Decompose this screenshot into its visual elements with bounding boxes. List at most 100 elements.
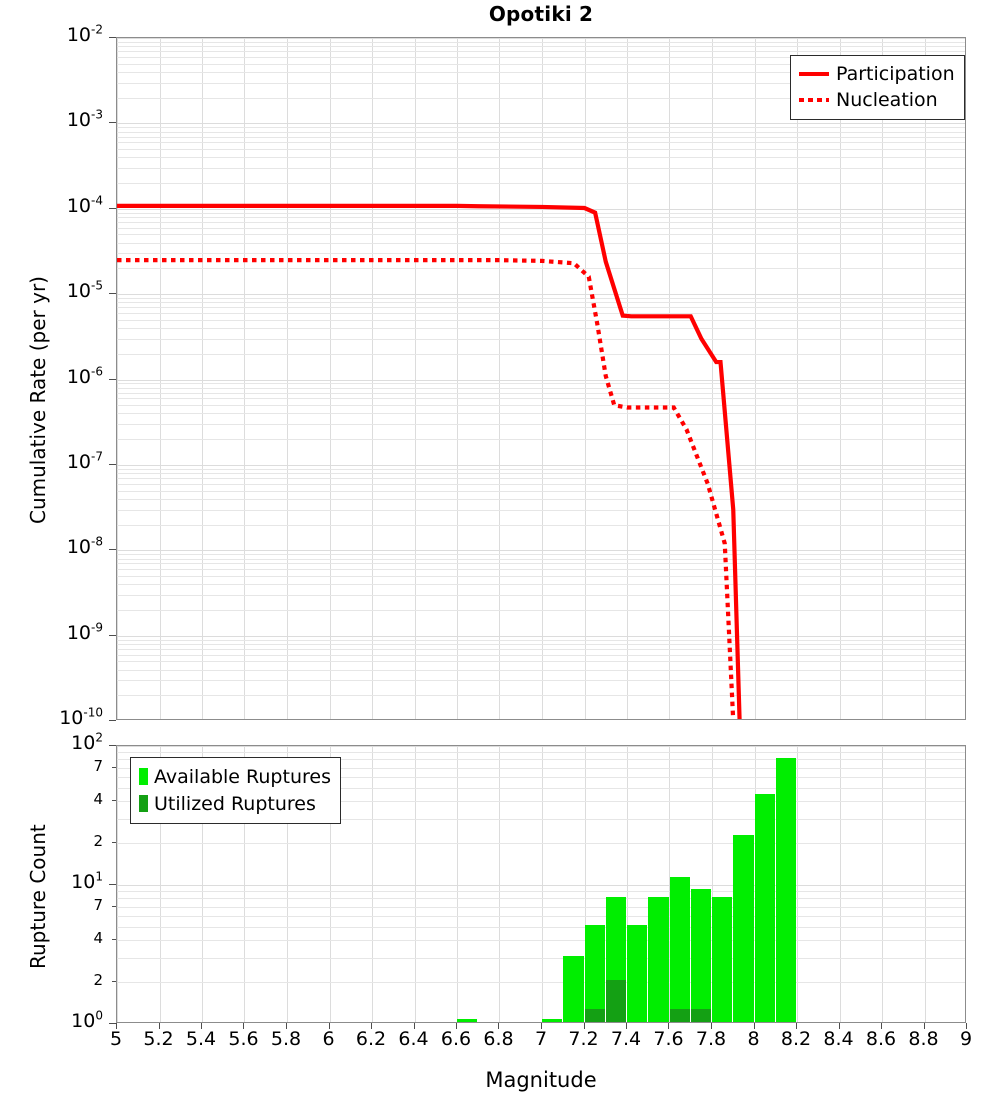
gridline-vertical bbox=[457, 746, 458, 1022]
tick-mark bbox=[109, 293, 116, 294]
gridline-horizontal bbox=[117, 413, 965, 414]
gridline-horizontal bbox=[117, 123, 965, 124]
gridline-horizontal bbox=[117, 168, 965, 169]
gridline-horizontal bbox=[117, 898, 965, 899]
tick-mark bbox=[668, 1023, 669, 1029]
cumulative-rate-plot bbox=[116, 37, 966, 720]
legend-bottom: Available Ruptures Utilized Ruptures bbox=[130, 757, 341, 824]
gridline-horizontal bbox=[117, 149, 965, 150]
y-tick-label-minor: 4 bbox=[93, 929, 103, 948]
gridline-horizontal bbox=[117, 982, 965, 983]
tick-mark bbox=[109, 884, 116, 885]
tick-mark bbox=[924, 1023, 925, 1029]
gridline-vertical bbox=[117, 746, 118, 1022]
tick-mark bbox=[371, 1023, 372, 1029]
legend-item-utilized-ruptures[interactable]: Utilized Ruptures bbox=[139, 790, 331, 817]
gridline-vertical bbox=[585, 746, 586, 1022]
bar-available bbox=[669, 877, 690, 1022]
tick-mark bbox=[109, 1023, 116, 1024]
gridline-vertical bbox=[415, 746, 416, 1022]
curve-layer bbox=[117, 203, 742, 719]
x-tick-label: 7.2 bbox=[568, 1028, 599, 1050]
gridline-horizontal bbox=[117, 499, 965, 500]
gridline-horizontal bbox=[117, 610, 965, 611]
tick-mark bbox=[711, 1023, 712, 1029]
x-tick-label: 6.6 bbox=[440, 1028, 472, 1050]
y-tick-label: 10-5 bbox=[66, 278, 103, 303]
tick-mark bbox=[112, 981, 116, 982]
gridline-vertical bbox=[415, 38, 416, 719]
grid-bottom bbox=[117, 746, 965, 1022]
gridline-horizontal bbox=[117, 752, 965, 753]
gridline-vertical bbox=[542, 38, 543, 719]
bar-available bbox=[775, 757, 797, 1022]
gridline-horizontal bbox=[117, 680, 965, 681]
gridline-horizontal bbox=[117, 339, 965, 340]
gridline-horizontal bbox=[117, 559, 965, 560]
legend-item-nucleation[interactable]: Nucleation bbox=[799, 87, 955, 113]
gridline-vertical bbox=[585, 38, 586, 719]
bar-utilized bbox=[755, 1019, 775, 1022]
y-tick-label: 10-9 bbox=[66, 620, 103, 644]
bar-available bbox=[712, 896, 733, 1022]
y-tick-label: 102 bbox=[71, 730, 103, 754]
tick-mark bbox=[112, 800, 116, 801]
gridline-horizontal bbox=[117, 554, 965, 555]
gridline-horizontal bbox=[117, 328, 965, 329]
y-tick-label: 10-4 bbox=[66, 193, 103, 217]
gridline-horizontal bbox=[117, 484, 965, 485]
x-tick-label: 9 bbox=[959, 1028, 973, 1050]
gridline-horizontal bbox=[117, 695, 965, 696]
gridline-horizontal bbox=[117, 636, 965, 637]
tick-mark bbox=[414, 1023, 415, 1029]
legend-label-available: Available Ruptures bbox=[154, 765, 331, 788]
gridline-horizontal bbox=[117, 294, 965, 295]
bar-available bbox=[563, 955, 584, 1022]
bar-available bbox=[754, 793, 775, 1022]
y-tick-label: 10-10 bbox=[59, 705, 103, 729]
legend-item-available-ruptures[interactable]: Available Ruptures bbox=[139, 763, 331, 790]
tick-mark bbox=[109, 464, 116, 465]
gridline-horizontal bbox=[117, 439, 965, 440]
gridline-horizontal bbox=[117, 137, 965, 138]
legend-label-nucleation: Nucleation bbox=[836, 89, 938, 111]
x-tick-label: 7 bbox=[534, 1028, 548, 1050]
y-tick-label-minor: 2 bbox=[93, 971, 103, 990]
gridline-vertical bbox=[755, 38, 756, 719]
x-tick-label: 7.4 bbox=[610, 1028, 642, 1050]
gridline-vertical bbox=[457, 38, 458, 719]
tick-mark bbox=[109, 635, 116, 636]
gridline-horizontal bbox=[117, 777, 965, 778]
gridline-horizontal bbox=[117, 213, 965, 214]
tick-mark bbox=[112, 842, 116, 843]
legend-item-participation[interactable]: Participation bbox=[799, 61, 955, 87]
nucleation-line-icon bbox=[799, 98, 829, 102]
gridline-horizontal bbox=[117, 38, 965, 39]
gridline-horizontal bbox=[117, 640, 965, 641]
tick-mark bbox=[109, 122, 116, 123]
gridline-horizontal bbox=[117, 354, 965, 355]
tick-mark bbox=[112, 767, 116, 768]
gridline-horizontal bbox=[117, 584, 965, 585]
x-tick-label: 6.8 bbox=[483, 1028, 514, 1050]
y-axis-label-top: Cumulative Rate (per yr) bbox=[26, 275, 50, 524]
gridline-horizontal bbox=[117, 228, 965, 229]
gridline-vertical bbox=[160, 38, 161, 719]
gridline-horizontal bbox=[117, 550, 965, 551]
gridline-horizontal bbox=[117, 644, 965, 645]
x-tick-label: 6 bbox=[322, 1028, 335, 1050]
x-tick-label: 5.4 bbox=[185, 1028, 217, 1050]
legend-top: Participation Nucleation bbox=[790, 55, 965, 120]
y-tick-label: 101 bbox=[71, 869, 103, 893]
gridline-vertical bbox=[202, 38, 203, 719]
gridline-horizontal bbox=[117, 661, 965, 662]
bar-available bbox=[542, 1019, 563, 1022]
gridline-vertical bbox=[797, 38, 798, 719]
tick-mark bbox=[541, 1023, 542, 1029]
y-tick-label: 100 bbox=[71, 1008, 103, 1032]
x-tick-label: 7.8 bbox=[695, 1028, 727, 1050]
y-tick-label: 10-6 bbox=[66, 364, 103, 388]
gridline-horizontal bbox=[117, 655, 965, 656]
gridline-horizontal bbox=[117, 183, 965, 184]
